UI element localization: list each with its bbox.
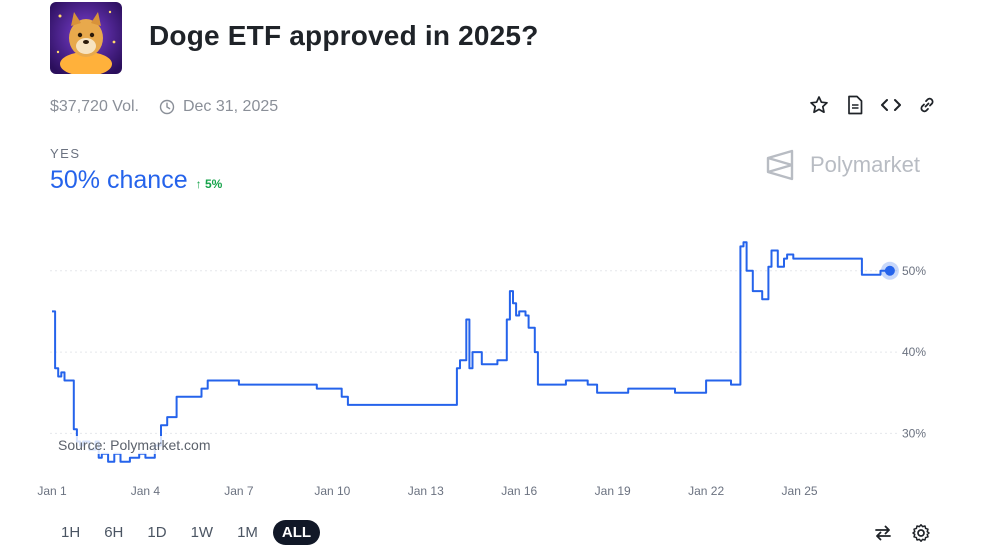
x-tick-label: Jan 16 (501, 484, 537, 498)
clock-icon (159, 99, 175, 115)
swap-icon[interactable] (872, 522, 894, 544)
document-icon[interactable] (844, 94, 866, 116)
outcome-label: YES (50, 146, 81, 161)
y-tick-label: 50% (902, 264, 926, 278)
y-tick-label: 30% (902, 426, 926, 440)
series-line (52, 241, 890, 463)
link-icon[interactable] (916, 94, 938, 116)
timeframe-selector: 1H 6H 1D 1W 1M ALL (52, 520, 321, 545)
chart-actions (872, 522, 932, 544)
timeframe-1h[interactable]: 1H (61, 524, 81, 541)
x-tick-label: Jan 4 (131, 484, 161, 498)
chance-row: 50% chance ↑ 5% (50, 166, 222, 195)
timeframe-1d[interactable]: 1D (147, 524, 167, 541)
polymarket-logo-icon (766, 149, 794, 181)
star-icon[interactable] (808, 94, 830, 116)
market-meta: $37,720 Vol. Dec 31, 2025 (50, 96, 278, 118)
polymarket-brand: Polymarket (764, 148, 920, 182)
x-tick-label: Jan 25 (782, 484, 818, 498)
timeframe-6h[interactable]: 6H (104, 524, 124, 541)
x-tick-label: Jan 10 (314, 484, 350, 498)
last-point-marker[interactable] (884, 265, 895, 276)
x-tick-label: Jan 13 (408, 484, 444, 498)
code-embed-icon[interactable] (880, 94, 902, 116)
source-label: Source: Polymarket.com (54, 436, 215, 454)
timeframe-1m[interactable]: 1M (237, 524, 258, 541)
x-tick-label: Jan 19 (595, 484, 631, 498)
market-actions (808, 94, 938, 116)
x-tick-label: Jan 1 (37, 484, 67, 498)
volume-text: $37,720 Vol. (50, 98, 139, 115)
timeframe-1w[interactable]: 1W (190, 524, 214, 541)
brand-name: Polymarket (810, 152, 921, 177)
y-tick-label: 40% (902, 345, 926, 359)
end-date-text: Dec 31, 2025 (182, 98, 279, 115)
x-tick-label: Jan 7 (224, 484, 254, 498)
timeframe-all[interactable]: ALL (272, 520, 321, 545)
chance-value: 50% chance (50, 166, 188, 194)
settings-gear-icon[interactable] (910, 522, 932, 544)
chance-delta: ↑ 5% (195, 177, 223, 191)
market-title: Doge ETF approved in 2025? (149, 20, 539, 51)
market-icon-doge (50, 2, 122, 74)
x-tick-label: Jan 22 (688, 484, 724, 498)
